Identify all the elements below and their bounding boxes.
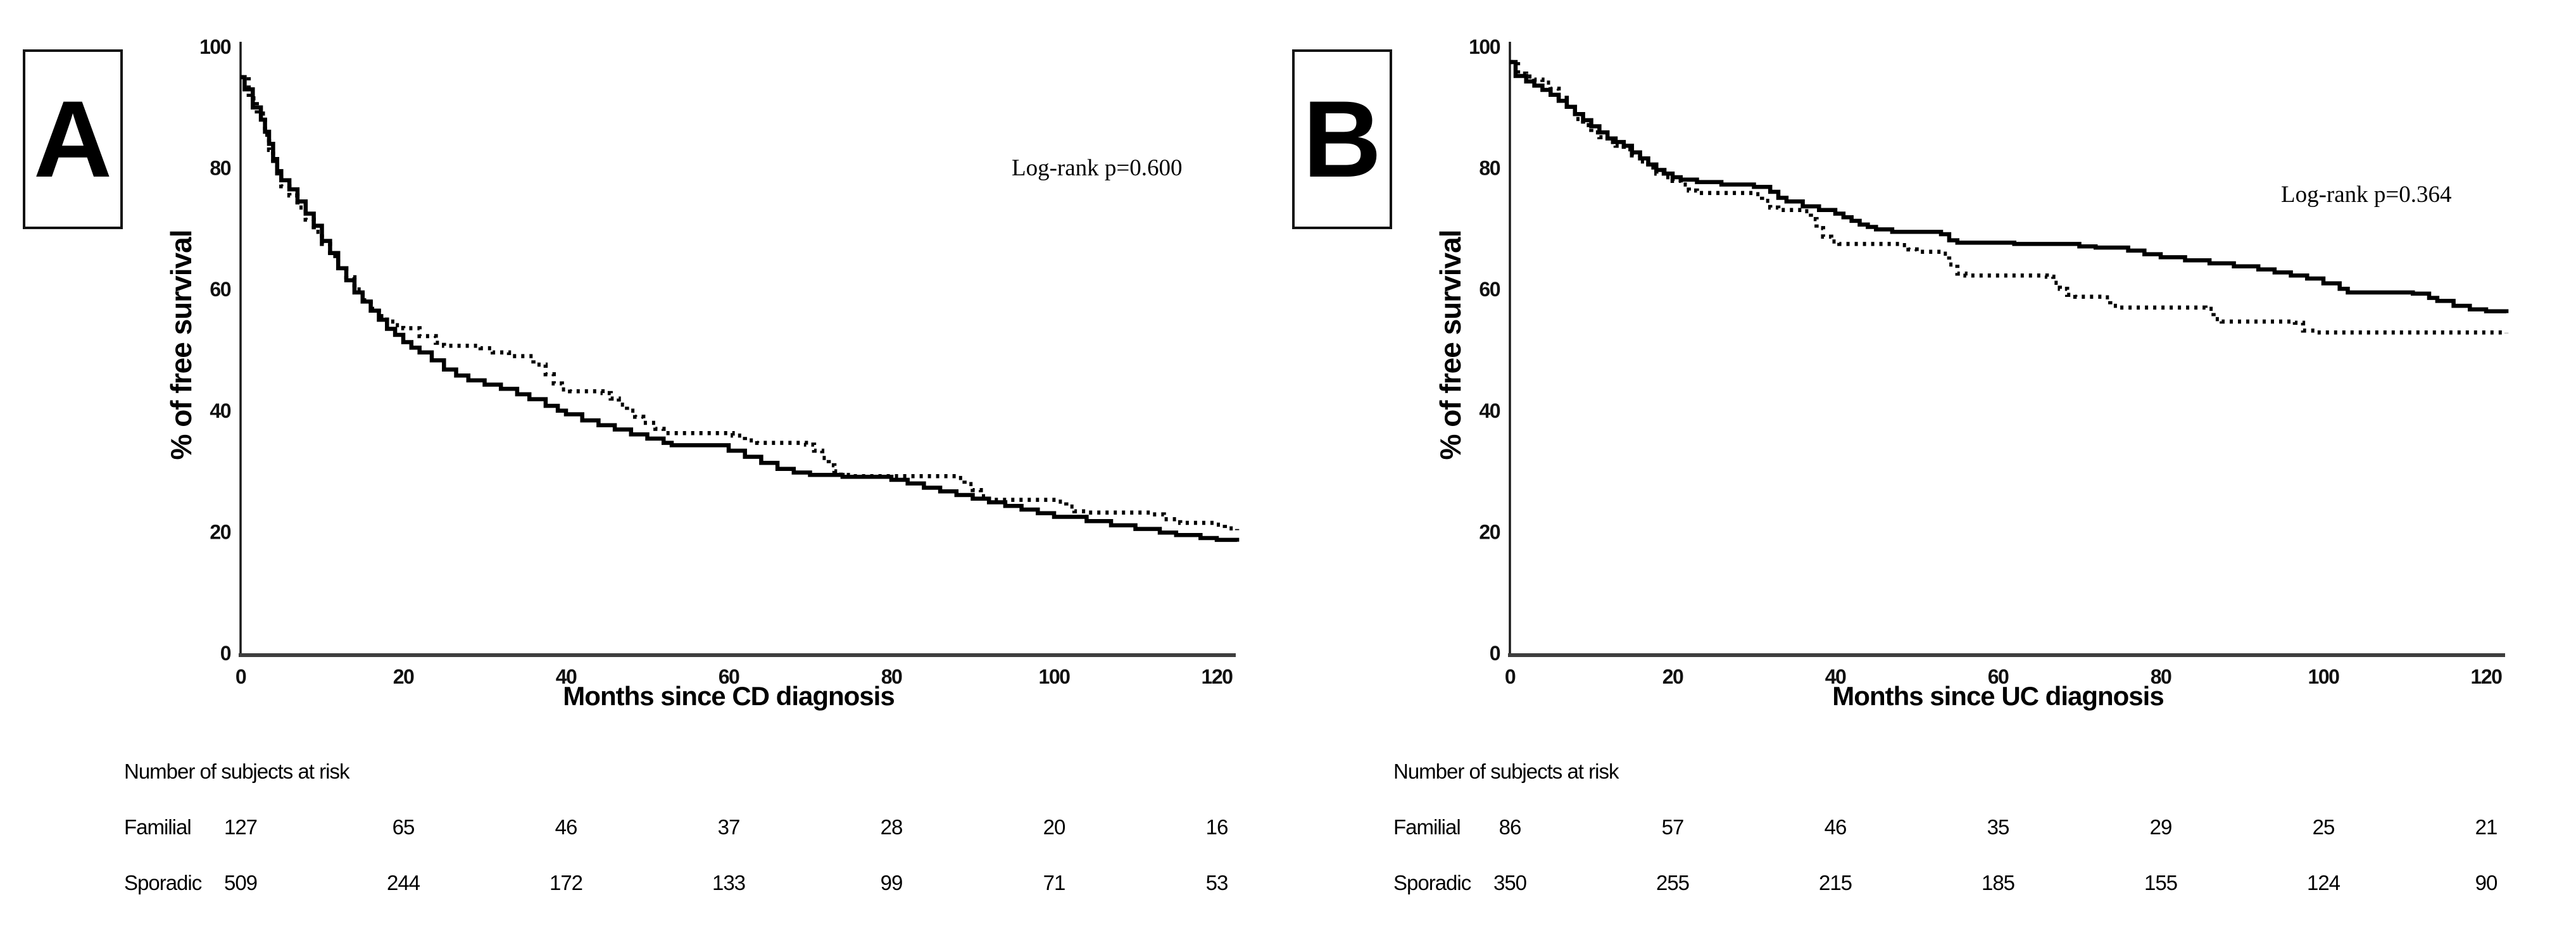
km-curve-solid <box>1510 60 2509 313</box>
risk-value: 65 <box>392 815 415 839</box>
panel-b-label-box: B <box>1292 49 1392 229</box>
panel-a-label: A <box>33 78 113 200</box>
y-tick-label: 0 <box>1490 642 1500 665</box>
x-tick-label: 60 <box>719 665 739 688</box>
risk-value: 46 <box>1824 815 1847 839</box>
x-axis-title-b: Months since UC diagnosis <box>1832 681 2164 711</box>
risk-value: 99 <box>880 871 903 894</box>
risk-value: 127 <box>223 815 258 839</box>
risk-value: 215 <box>1818 871 1852 894</box>
risk-value: 155 <box>2144 871 2178 894</box>
km-plot-a: 0 20 40 60 80 100 120 0 20 40 60 80 100 <box>199 35 1240 688</box>
risk-row-label: Sporadic <box>124 871 202 894</box>
y-tick-label: 20 <box>210 520 230 543</box>
risk-table-a: Familial 127 65 46 37 28 20 16 Sporadic 509 244 172… <box>0 815 1307 898</box>
x-tick-label: 20 <box>1662 665 1683 688</box>
risk-value: 35 <box>1987 815 2010 839</box>
panel-a-label-box: A <box>23 49 123 229</box>
risk-value: 46 <box>555 815 578 839</box>
panel-b-label: B <box>1302 78 1382 200</box>
y-tick-label: 20 <box>1479 520 1500 543</box>
y-tick-label: 60 <box>210 278 230 301</box>
y-tick-label: 100 <box>199 35 231 58</box>
risk-value: 21 <box>2475 815 2498 839</box>
log-rank-annotation-a: Log-rank p=0.600 <box>1012 155 1183 181</box>
y-tick-label: 80 <box>1479 157 1500 180</box>
x-tick-label: 80 <box>2151 665 2171 688</box>
risk-table-title-b: Number of subjects at risk <box>1393 760 1619 783</box>
risk-value: 20 <box>1043 815 1066 839</box>
risk-value: 57 <box>1661 815 1685 839</box>
risk-value: 53 <box>1205 871 1229 894</box>
y-tick-label: 0 <box>220 642 231 665</box>
risk-value: 29 <box>2149 815 2173 839</box>
risk-value: 244 <box>386 871 420 894</box>
risk-row-familial: Familial 127 65 46 37 28 20 16 <box>0 815 1307 842</box>
x-tick-label: 100 <box>2308 665 2340 688</box>
risk-row-sporadic: Sporadic 350 255 215 185 155 124 90 <box>1269 871 2576 898</box>
y-tick-label: 100 <box>1469 35 1500 58</box>
y-tick-label: 80 <box>210 157 230 180</box>
x-axis-title-a: Months since CD diagnosis <box>563 681 895 711</box>
risk-value: 509 <box>223 871 258 894</box>
risk-value: 25 <box>2312 815 2335 839</box>
x-tick-label: 20 <box>393 665 414 688</box>
x-tick-label: 60 <box>1988 665 2009 688</box>
risk-table-title-a: Number of subjects at risk <box>124 760 349 783</box>
risk-row-sporadic: Sporadic 509 244 172 133 99 71 53 <box>0 871 1307 898</box>
risk-row-label: Sporadic <box>1393 871 1471 894</box>
risk-row-label: Familial <box>1393 815 1461 839</box>
x-tick-label: 40 <box>1825 665 1846 688</box>
x-tick-label: 120 <box>1202 665 1233 688</box>
risk-value: 350 <box>1493 871 1527 894</box>
risk-value: 185 <box>1981 871 2015 894</box>
risk-value: 86 <box>1498 815 1522 839</box>
risk-value: 28 <box>880 815 903 839</box>
risk-row-familial: Familial 86 57 46 35 29 25 21 <box>1269 815 2576 842</box>
risk-value: 37 <box>717 815 741 839</box>
y-tick-label: 40 <box>210 399 230 422</box>
km-curve-solid <box>241 75 1240 542</box>
risk-value: 90 <box>2475 871 2498 894</box>
x-tick-label: 0 <box>1505 665 1516 688</box>
x-tick-label: 80 <box>881 665 902 688</box>
km-curve-dotted <box>241 75 1240 530</box>
y-tick-label: 40 <box>1479 399 1500 422</box>
risk-value: 133 <box>712 871 746 894</box>
risk-value: 172 <box>549 871 583 894</box>
risk-value: 124 <box>2306 871 2340 894</box>
risk-value: 255 <box>1656 871 1690 894</box>
risk-table-b: Familial 86 57 46 35 29 25 21 Sporadic 350 255 215 1… <box>1269 0 2576 940</box>
km-plot-b: 0 20 40 60 80 100 120 0 20 40 60 80 100 <box>1469 35 2509 688</box>
x-tick-label: 100 <box>1039 665 1071 688</box>
x-tick-label: 0 <box>236 665 246 688</box>
y-tick-label: 60 <box>1479 278 1500 301</box>
risk-row-label: Familial <box>124 815 192 839</box>
log-rank-annotation-b: Log-rank p=0.364 <box>2281 182 2452 208</box>
risk-value: 71 <box>1043 871 1066 894</box>
x-tick-label: 120 <box>2471 665 2503 688</box>
x-tick-label: 40 <box>556 665 577 688</box>
risk-value: 16 <box>1205 815 1229 839</box>
